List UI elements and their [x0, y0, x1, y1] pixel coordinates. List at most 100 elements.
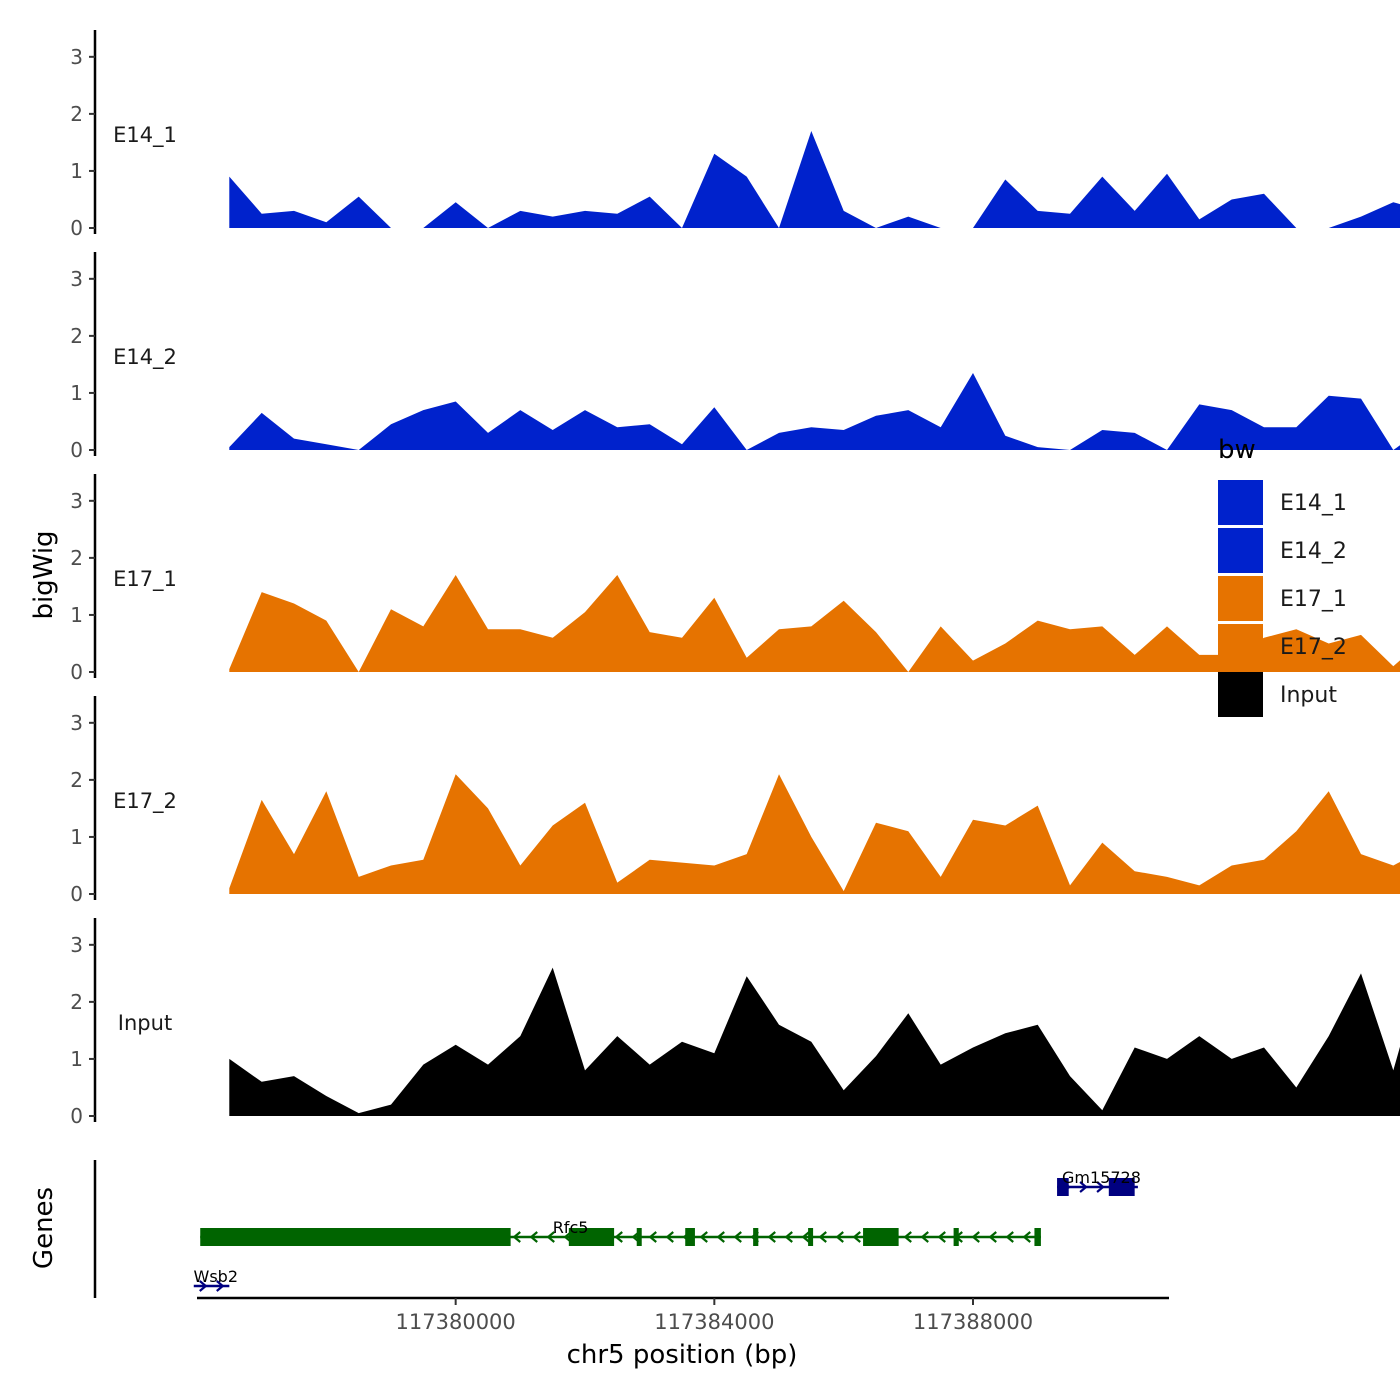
- strand-arrow: [784, 1231, 793, 1243]
- strand-arrow: [852, 1231, 861, 1243]
- y-tick-label: 3: [70, 489, 83, 513]
- strand-arrow: [835, 1231, 844, 1243]
- y-tick-label: 1: [70, 381, 83, 405]
- track-label: Input: [118, 1011, 172, 1035]
- y-tick-label: 3: [70, 933, 83, 957]
- strand-arrow: [648, 1231, 657, 1243]
- strand-arrow: [1079, 1181, 1088, 1193]
- gene-wsb2: Wsb2: [194, 1267, 239, 1292]
- legend-swatch: [1218, 624, 1263, 669]
- x-tick-label: 117380000: [396, 1310, 516, 1334]
- strand-arrow: [903, 1231, 912, 1243]
- exon: [953, 1228, 959, 1246]
- y-tick-label: 0: [70, 216, 83, 240]
- y-tick-label: 0: [70, 1104, 83, 1128]
- x-axis-title: chr5 position (bp): [567, 1340, 798, 1370]
- y-tick-label: 2: [70, 324, 83, 348]
- y-tick-label: 2: [70, 990, 83, 1014]
- x-tick-label: 117388000: [913, 1310, 1033, 1334]
- track-e14-1: 0 1 2 3 E14_1: [70, 30, 1400, 240]
- strand-arrow: [614, 1231, 623, 1243]
- legend-label: E14_2: [1280, 539, 1347, 564]
- strand-arrow: [512, 1231, 521, 1243]
- legend-title: bw: [1218, 435, 1256, 465]
- strand-arrow: [529, 1231, 538, 1243]
- y-tick-label: 0: [70, 438, 83, 462]
- strand-arrow: [801, 1231, 810, 1243]
- y-axis-title: bigWig: [29, 530, 59, 619]
- exon: [685, 1228, 695, 1246]
- x-axis: 117380000 117384000 117388000: [197, 1296, 1169, 1334]
- strand-arrow: [546, 1231, 555, 1243]
- legend-swatch: [1218, 672, 1263, 717]
- area-e14-1: [229, 131, 1400, 228]
- exon: [1034, 1228, 1041, 1246]
- track-e17-1: 0 1 2 3 E17_1: [70, 474, 1400, 684]
- gene-label: Rfc5: [553, 1218, 589, 1237]
- y-tick-label: 1: [70, 159, 83, 183]
- y-tick-label: 0: [70, 882, 83, 906]
- y-tick-label: 3: [70, 45, 83, 69]
- exon: [1108, 1178, 1135, 1196]
- strand-arrow: [1096, 1181, 1105, 1193]
- exon: [568, 1228, 615, 1246]
- y-tick-label: 3: [70, 711, 83, 735]
- strand-arrow: [988, 1231, 997, 1243]
- legend-label: E17_2: [1280, 635, 1347, 660]
- area-input: [229, 967, 1400, 1116]
- area-e17-1: [229, 575, 1400, 672]
- exon: [200, 1228, 511, 1246]
- strand-arrow: [733, 1231, 742, 1243]
- exon: [753, 1228, 759, 1246]
- track-label: E14_2: [113, 345, 177, 370]
- strand-arrow: [716, 1231, 725, 1243]
- y-tick-label: 1: [70, 1047, 83, 1071]
- track-label: E17_2: [113, 789, 177, 814]
- track-e17-2: 0 1 2 3 E17_2: [70, 696, 1400, 906]
- area-e14-2: [229, 373, 1400, 450]
- y-tick-label: 3: [70, 267, 83, 291]
- y-tick-label: 2: [70, 768, 83, 792]
- strand-arrow: [818, 1231, 827, 1243]
- legend-label: E17_1: [1280, 587, 1347, 612]
- exon: [1057, 1178, 1069, 1196]
- y-tick-label: 0: [70, 660, 83, 684]
- y-tick-label: 2: [70, 546, 83, 570]
- legend-swatch: [1218, 576, 1263, 621]
- strand-arrow: [971, 1231, 980, 1243]
- legend-label: Input: [1280, 683, 1337, 708]
- area-e17-2: [229, 774, 1400, 894]
- track-label: E17_1: [113, 567, 177, 592]
- legend: bw E14_1 E14_2 E17_1 E17_2 Input: [1218, 435, 1347, 717]
- legend-swatch: [1218, 528, 1263, 573]
- track-input: 0 1 2 3 Input: [70, 918, 1400, 1128]
- y-tick-label: 2: [70, 102, 83, 126]
- track-label: E14_1: [113, 123, 177, 148]
- strand-arrow: [665, 1231, 674, 1243]
- tracks: 0 1 2 3 E14_1 0 1 2 3 E14_2 0 1 2 3 E17_1 0 1 2 3 E17_2 0 1 2 3…: [70, 30, 1400, 1128]
- track-e14-2: 0 1 2 3 E14_2: [70, 252, 1400, 462]
- y-tick-label: 1: [70, 603, 83, 627]
- strand-arrow: [199, 1280, 208, 1292]
- x-tick-label: 117384000: [654, 1310, 774, 1334]
- gene-label: Gm15728: [1062, 1168, 1141, 1187]
- strand-arrow: [699, 1231, 708, 1243]
- gene-rfc5: Rfc5: [200, 1218, 1041, 1246]
- strand-arrow: [216, 1280, 225, 1292]
- legend-label: E14_1: [1280, 491, 1347, 516]
- exon: [636, 1228, 642, 1246]
- strand-arrow: [767, 1231, 776, 1243]
- exon: [808, 1228, 814, 1246]
- y-tick-label: 1: [70, 825, 83, 849]
- strand-arrow: [1022, 1231, 1031, 1243]
- genes-axis-title: Genes: [29, 1187, 59, 1269]
- gene-gm15728: Gm15728: [1057, 1168, 1141, 1196]
- strand-arrow: [937, 1231, 946, 1243]
- strand-arrow: [1005, 1231, 1014, 1243]
- strand-arrow: [920, 1231, 929, 1243]
- gene-label: Wsb2: [194, 1267, 239, 1286]
- exon: [863, 1228, 899, 1246]
- legend-swatch: [1218, 480, 1263, 525]
- genes-panel: Gm15728 Rfc5 Wsb2: [93, 1160, 1141, 1298]
